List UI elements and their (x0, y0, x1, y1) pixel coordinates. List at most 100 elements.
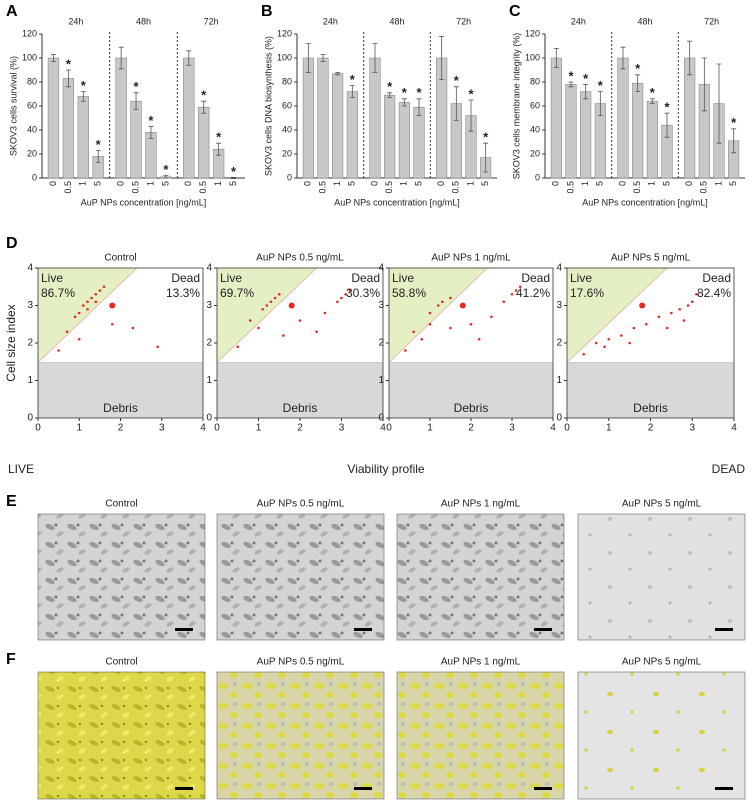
group-label: 24h (68, 16, 83, 26)
error-bar (620, 46, 626, 70)
micrograph (37, 513, 206, 641)
cell-point (156, 345, 159, 349)
error-bar (597, 91, 603, 116)
gate-line (566, 267, 668, 363)
cell-point (510, 292, 514, 296)
significance: * (81, 78, 87, 93)
error-bar (453, 86, 459, 121)
x-tick-label: 5 (228, 181, 238, 186)
y-tick-label: 40 (530, 124, 540, 134)
cell-point (449, 296, 452, 300)
significance: * (216, 130, 222, 145)
group-label: 24h (323, 16, 338, 26)
cell-point (690, 300, 694, 304)
cell-point (86, 307, 89, 311)
cell-point (603, 345, 606, 349)
y-tick-label: 20 (27, 148, 37, 158)
scale-bar (534, 628, 552, 631)
cell-point (298, 319, 302, 322)
cell-point (449, 326, 452, 330)
x-tick-label: 1 (256, 423, 262, 434)
cell-point (628, 341, 631, 345)
x-tick-label: 1 (399, 181, 409, 186)
image-title: AuP NPs 1 ng/mL (441, 657, 521, 668)
group-label: 72h (204, 16, 219, 26)
live-percent: 58.8% (392, 286, 426, 300)
cell-point (248, 319, 252, 322)
cell-point (340, 296, 343, 300)
bar (646, 100, 658, 179)
cell-point (261, 307, 264, 311)
y-tick-label: 3 (556, 300, 562, 311)
significance: * (350, 72, 356, 87)
error-bar (664, 112, 670, 138)
bar (317, 57, 329, 179)
y-tick-label: 0 (287, 172, 292, 182)
significance: * (416, 85, 422, 100)
error-bar (335, 72, 341, 76)
cell-point (65, 330, 69, 334)
cell-point (265, 304, 269, 307)
x-axis-label: AuP NPs concentration [ng/mL] (334, 197, 459, 207)
bar (550, 57, 562, 179)
cell-point (110, 322, 114, 326)
debris-region (389, 362, 553, 418)
x-tick-label: 1 (713, 181, 723, 186)
cell-point (420, 337, 424, 341)
x-tick-label: 0.5 (699, 181, 709, 194)
cell-point (336, 300, 339, 304)
dead-percent: 30.3% (346, 286, 380, 300)
y-tick-label: 100 (22, 52, 37, 62)
cell-point (98, 289, 102, 292)
bar (413, 106, 425, 179)
cell-point (77, 337, 81, 341)
y-tick-label: 2 (206, 338, 212, 349)
x-tick-label: 2 (297, 423, 303, 434)
bar (198, 106, 210, 179)
x-tick-label: 5 (480, 181, 490, 186)
cell-point (94, 292, 98, 296)
image-title: Control (105, 499, 137, 510)
cell-point (90, 296, 93, 300)
error-bar (568, 81, 574, 88)
live-label: Live (570, 271, 592, 285)
bar (115, 57, 127, 179)
plot-title: AuP NPs 5 ng/mL (611, 253, 691, 264)
y-tick-label: 1 (378, 375, 384, 386)
error-bar (163, 175, 169, 179)
cell-point (657, 315, 661, 319)
dead-label: Dead (702, 271, 731, 285)
y-tick-label: 2 (378, 338, 384, 349)
cell-point (645, 322, 648, 326)
cell-point (607, 337, 611, 341)
x-tick-label: 0.5 (565, 181, 575, 194)
y-tick-label: 0 (32, 172, 37, 182)
error-bar (701, 57, 707, 112)
cell-point (469, 322, 473, 326)
cell-point (582, 352, 585, 356)
dead-percent: 13.3% (166, 286, 200, 300)
significance: * (96, 137, 102, 152)
bar (47, 57, 60, 179)
bar (632, 82, 644, 179)
significance: * (148, 113, 154, 128)
cell-point (514, 289, 518, 292)
significance: * (231, 164, 237, 179)
x-tick-label: 0.5 (63, 181, 73, 194)
x-tick-label: 0.5 (632, 181, 642, 194)
group-label: 72h (704, 16, 719, 26)
cell-point (695, 292, 698, 296)
scale-bar (354, 787, 372, 790)
y-tick-label: 40 (27, 124, 37, 134)
y-tick-label: 0 (556, 413, 562, 424)
error-bar (65, 69, 71, 88)
cell-point (594, 341, 598, 345)
x-tick-label: 1 (465, 181, 475, 186)
y-tick-label: 80 (282, 76, 292, 86)
micrograph (216, 671, 385, 800)
significance: * (598, 78, 604, 93)
bar (684, 57, 696, 179)
cell-point (282, 334, 285, 337)
x-tick-label: 0 (436, 181, 446, 186)
cell-point (131, 326, 135, 330)
